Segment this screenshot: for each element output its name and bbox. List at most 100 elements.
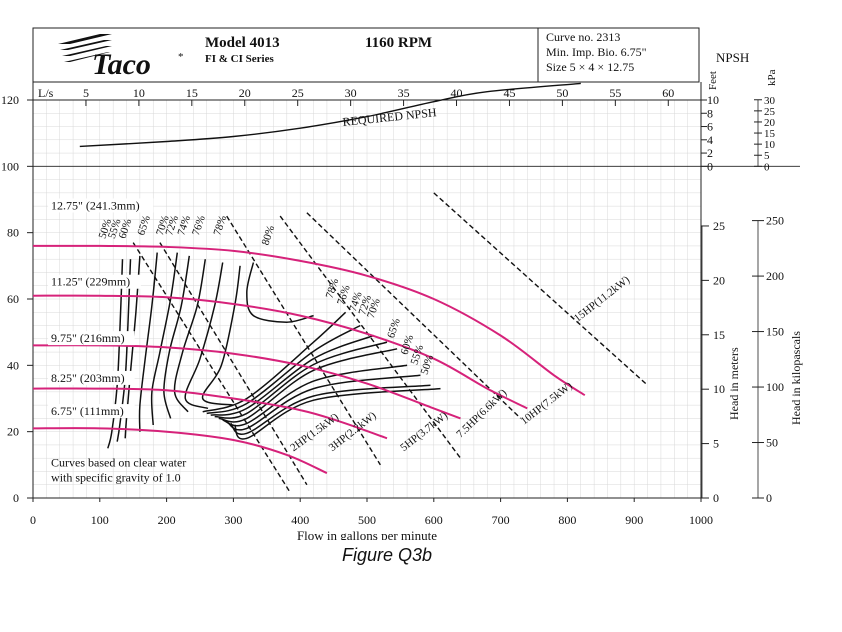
kpa-tick-label: 150 [766,325,784,339]
impeller-label-bg [48,404,135,419]
ls-tick-label: 35 [398,86,410,100]
power-line-label: 7.5HP(6.6kW) [454,387,509,441]
meters-tick-label: 10 [713,382,725,396]
impeller-label: 9.75" (216mm) [51,331,125,345]
model-title: Model 4013 [205,35,280,51]
kpa-tick-label: 0 [766,491,772,505]
y-tick-label: 0 [13,491,19,505]
impeller-label: 8.25" (203mm) [51,371,125,385]
impeller-label: 6.75" (111mm) [51,404,124,418]
rpm-label: 1160 RPM [365,35,432,51]
impeller-curves [32,244,586,475]
x-tick-label: 600 [425,513,443,527]
efficiency-label-right: 74% [347,290,365,313]
impeller-label: 11.25" (229mm) [51,275,130,289]
efficiency-curve [201,265,241,406]
x-tick-label: 100 [91,513,109,527]
efficiency-label: 80% [260,224,278,247]
npsh-feet-tick-label: 2 [707,146,713,160]
npsh-kpa-tick-label: 0 [764,161,770,173]
ls-tick-label: 10 [133,86,145,100]
efficiency-label-right: 70% [365,297,383,320]
power-line [226,215,381,466]
efficiency-label-right: 78% [324,277,342,300]
kpa-tick-label: 50 [766,436,778,450]
x-tick-label: 0 [30,513,36,527]
curve-number: Curve no. 2313 [546,30,620,44]
x-tick-label: 200 [158,513,176,527]
impeller-label-bg [48,331,135,346]
impeller-label-bg [48,274,141,289]
y-tick-label: 80 [7,226,19,240]
efficiency-label-right: 65% [385,317,403,340]
impeller-curve [32,294,528,410]
efficiency-curve-right [218,348,398,423]
power-line-label: 10HP(7.5kW) [518,380,575,428]
x-axis-title: Flow in gallons per minute [297,528,437,540]
meters-axis-title: Head in meters [727,347,741,420]
ls-tick-label: 60 [662,86,674,100]
npsh-kpa-tick-label: 20 [764,117,776,129]
efficiency-label-right: 60% [399,333,417,356]
power-line [132,242,291,492]
efficiency-label: 65% [135,214,153,237]
ls-tick-label: 20 [239,86,251,100]
ls-axis-label: L/s [38,86,54,100]
npsh-required-curve [79,82,581,148]
impeller-curve [32,387,388,440]
efficiency-curves [107,252,441,449]
meters-tick-label: 20 [713,273,725,287]
efficiency-label: 55% [106,217,124,240]
npsh-feet-tick-label: 8 [707,106,713,120]
npsh-kpa-tick-label: 5 [764,150,770,162]
impeller-label-bg [48,198,154,213]
power-line [306,212,522,419]
efficiency-curve [184,262,224,410]
ls-tick-label: 50 [556,86,568,100]
x-tick-label: 500 [358,513,376,527]
efficiency-label: 76% [190,214,208,237]
meters-tick-label: 25 [713,219,725,233]
x-tick-label: 300 [224,513,242,527]
efficiency-curve-right [206,324,361,415]
impeller-label: 12.75" (241.3mm) [51,198,140,212]
brand-mark: * [178,51,184,63]
figure-caption: Figure Q3b [342,545,433,565]
efficiency-curve [173,259,207,413]
impeller-label-bg [48,370,135,385]
ls-tick-label: 55 [609,86,621,100]
kpa-tick-label: 100 [766,380,784,394]
ls-tick-label: 30 [345,86,357,100]
efficiency-label: 72% [163,214,181,237]
y-tick-label: 120 [1,93,19,107]
efficiency-label-right: 72% [356,294,374,317]
efficiency-label: 70% [154,214,172,237]
impeller-curve [32,427,328,475]
efficiency-label: 50% [97,217,115,240]
x-tick-label: 900 [625,513,643,527]
efficiency-label-right: 76% [335,284,353,307]
efficiency-label: 60% [117,217,135,240]
efficiency-curve [150,252,179,426]
ls-tick-label: 5 [83,86,89,100]
npsh-feet-tick-label: 4 [707,133,713,147]
efficiency-label: 74% [175,214,193,237]
note-line-1: Curves based on clear water [51,455,186,469]
ls-tick-label: 25 [292,86,304,100]
efficiency-curve [107,259,124,449]
efficiency-curve-right [214,341,388,419]
npsh-kpa-tick-label: 10 [764,139,776,151]
pump-curve-chart: Taco * Model 4013 FI & CI Series 1160 RP… [1,27,803,540]
npsh-kpa-tick-label: 15 [764,128,776,140]
y-tick-label: 20 [7,425,19,439]
x-tick-label: 400 [291,513,309,527]
npsh-header: NPSH [716,50,749,65]
x-tick-label: 1000 [689,513,713,527]
power-line [279,215,462,459]
meters-tick-label: 5 [713,437,719,451]
taco-logo: Taco * [58,34,184,81]
power-line [159,242,308,486]
x-tick-label: 700 [492,513,510,527]
efficiency-curve [138,252,158,432]
